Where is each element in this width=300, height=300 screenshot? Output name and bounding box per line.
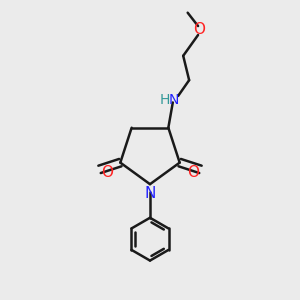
Text: O: O: [187, 165, 199, 180]
Text: N: N: [144, 186, 156, 201]
Text: O: O: [101, 165, 113, 180]
Text: H: H: [159, 93, 170, 107]
Text: N: N: [169, 93, 179, 107]
Text: O: O: [193, 22, 205, 37]
